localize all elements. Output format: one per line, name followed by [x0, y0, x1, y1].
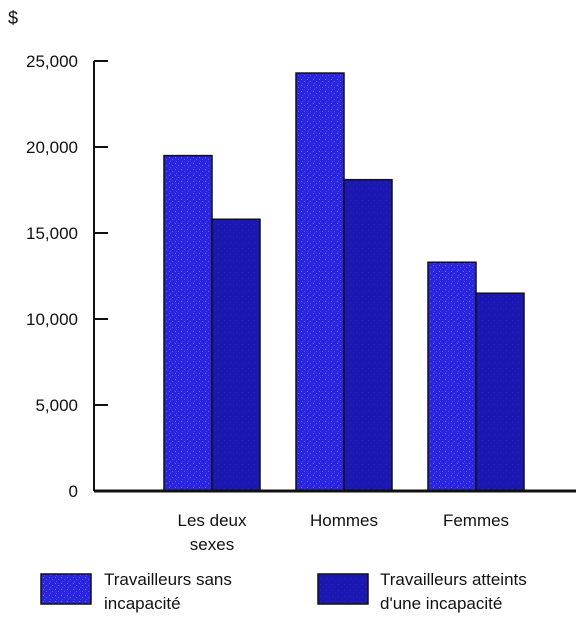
y-tick-label: 5,000 — [35, 396, 78, 415]
legend-label: Travailleurs atteints — [380, 570, 527, 589]
bar-without-disability — [427, 261, 477, 492]
x-category-label: Hommes — [310, 511, 378, 530]
x-category-label: Les deux — [178, 511, 247, 530]
x-category-label: Femmes — [443, 511, 509, 530]
bar-without-disability — [163, 154, 213, 492]
bar-without-disability — [295, 72, 345, 492]
bar-with-disability — [475, 292, 525, 492]
legend-label: d'une incapacité — [380, 594, 502, 613]
bars — [163, 72, 525, 492]
legend-label: Travailleurs sans — [104, 570, 232, 589]
legend-swatch — [40, 573, 92, 605]
bar-with-disability — [343, 178, 393, 492]
y-axis: 0 5,000 10,000 15,000 20,000 25,000 — [26, 52, 108, 501]
legend-label: incapacité — [104, 594, 181, 613]
y-tick-label: 0 — [69, 482, 78, 501]
bar-with-disability — [211, 218, 261, 492]
y-tick-label: 10,000 — [26, 310, 78, 329]
x-category-label: sexes — [190, 535, 234, 554]
legend-swatch — [317, 573, 369, 605]
y-tick-label: 15,000 — [26, 224, 78, 243]
y-axis-unit-label: $ — [8, 8, 18, 28]
legend: Travailleurs sans incapacité Travailleurs … — [40, 570, 527, 613]
y-tick-label: 20,000 — [26, 138, 78, 157]
y-tick-label: 25,000 — [26, 52, 78, 71]
category-labels: Les deux sexes Hommes Femmes — [178, 511, 510, 554]
